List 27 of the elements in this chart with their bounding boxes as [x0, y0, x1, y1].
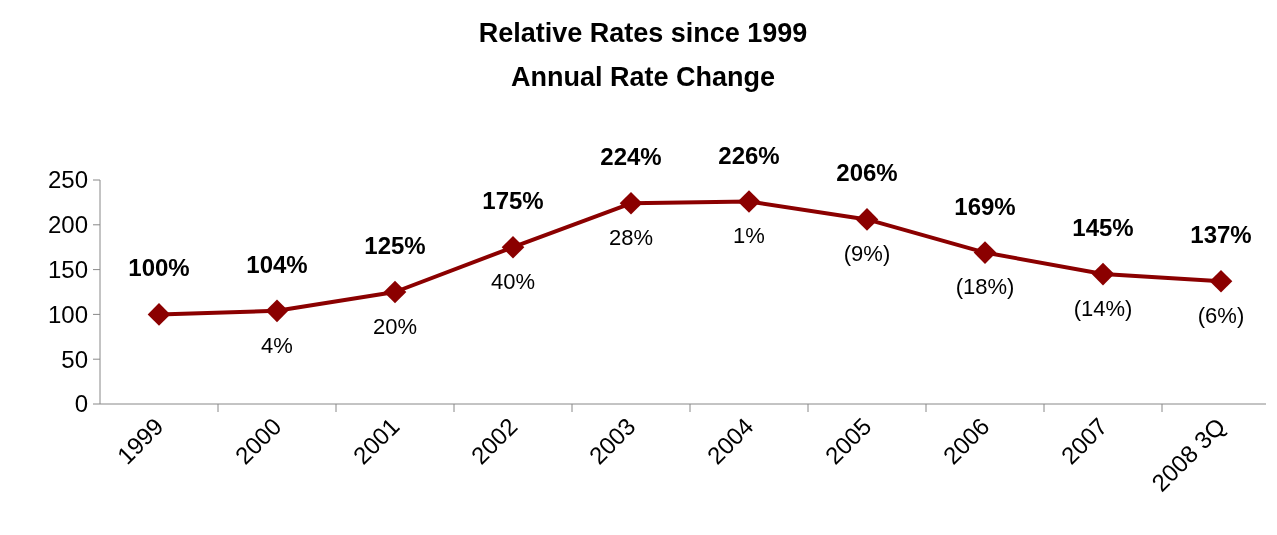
chart-title: Relative Rates since 1999 [478, 18, 808, 48]
chart-subtitle: Annual Rate Change [510, 62, 776, 92]
y-tick-label: 0 [74, 390, 88, 418]
annotation: 4% [261, 332, 293, 358]
annotation: (9%) [843, 241, 891, 267]
data-label: 226% [718, 141, 780, 169]
annotation: 28% [608, 225, 654, 250]
y-tick-label: 150 [47, 256, 88, 283]
y-tick-label: 50 [61, 345, 88, 373]
data-label: 175% [482, 187, 544, 215]
y-tick-label: 100 [47, 300, 88, 328]
annotation: (18%) [955, 274, 1015, 300]
data-label: 100% [128, 254, 190, 282]
data-label: 125% [364, 232, 426, 259]
data-label: 137% [1190, 221, 1252, 249]
data-label: 206% [836, 159, 898, 187]
annotation: (6%) [1197, 302, 1245, 328]
annotation: 1% [733, 223, 765, 249]
annotation: 20% [372, 313, 418, 339]
y-tick-label: 200 [47, 211, 88, 239]
annotation: (14%) [1073, 295, 1133, 321]
annotation: 40% [490, 268, 536, 294]
data-label: 104% [246, 250, 308, 278]
data-label: 145% [1072, 214, 1134, 242]
data-label: 224% [600, 143, 662, 171]
y-tick-label: 250 [47, 166, 88, 194]
data-label: 169% [954, 192, 1016, 220]
